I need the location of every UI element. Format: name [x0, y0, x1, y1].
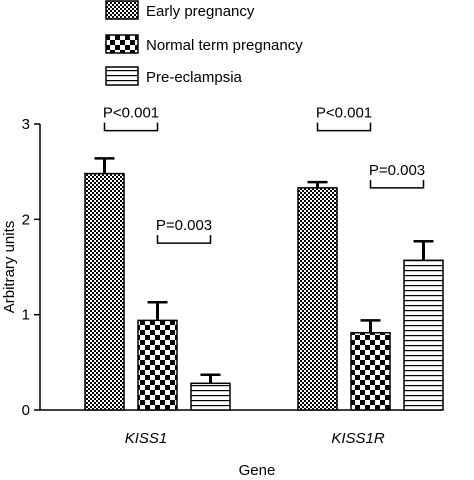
y-tick-label: 1: [22, 307, 30, 324]
category-label-kiss1: KISS1: [125, 430, 168, 447]
legend-label-pre-eclampsia: Pre-eclampsia: [146, 69, 243, 86]
y-tick-label: 0: [22, 402, 30, 419]
category-label-kiss1r: KISS1R: [331, 430, 385, 447]
bar-early-pregnancy-kiss1r: [297, 187, 338, 411]
y-tick-label: 2: [22, 211, 30, 228]
bar-pre-eclampsia-kiss1: [190, 382, 231, 411]
significance-bracket: [316, 122, 372, 132]
significance-bracket: [103, 122, 159, 132]
legend-swatch-pre-eclampsia: [105, 66, 139, 86]
p-value-label: P=0.003: [369, 162, 425, 179]
legend: Early pregnancy Normal term pregnancy Pr…: [105, 0, 303, 86]
bar-pre-eclampsia-kiss1r: [403, 259, 444, 411]
y-axis-label: Arbitrary units: [1, 221, 18, 314]
legend-swatch-normal-term-pregnancy: [105, 34, 139, 54]
legend-label-early-pregnancy: Early pregnancy: [146, 3, 255, 20]
bar-normal-term-pregnancy-kiss1r: [350, 332, 391, 411]
legend-label-normal-term-pregnancy: Normal term pregnancy: [146, 37, 303, 54]
bars: [84, 172, 444, 411]
bar-normal-term-pregnancy-kiss1: [137, 319, 178, 411]
bar-early-pregnancy-kiss1: [84, 172, 125, 411]
y-tick-label: 3: [22, 116, 30, 133]
significance-annotations: P<0.001 P=0.003 P<0.001 P=0.003: [103, 105, 425, 244]
p-value-label: P=0.003: [156, 217, 212, 234]
p-value-label: P<0.001: [103, 105, 159, 122]
y-ticks: 0 1 2 3: [22, 116, 40, 419]
error-bars: [94, 157, 434, 384]
significance-bracket: [369, 179, 425, 189]
x-axis-label: Gene: [239, 462, 276, 479]
significance-bracket: [156, 235, 212, 244]
legend-swatch-early-pregnancy: [105, 0, 139, 20]
p-value-label: P<0.001: [316, 105, 372, 122]
